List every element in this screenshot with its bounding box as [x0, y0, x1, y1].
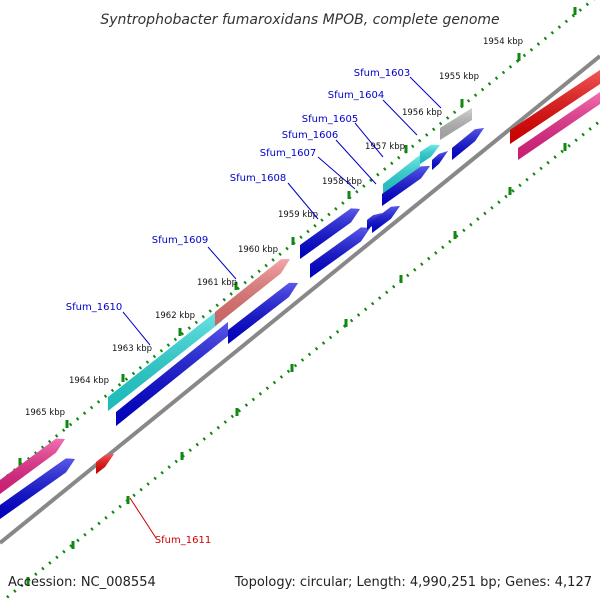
kbp-label: 1965 kbp	[25, 408, 65, 418]
gene-feature-shade	[0, 438, 65, 494]
gene-feature-shade	[372, 206, 400, 233]
kbp-label: 1961 kbp	[197, 278, 237, 288]
label-links	[122, 76, 442, 539]
gene-feature-shade	[383, 155, 420, 196]
gene-label[interactable]: Sfum_1605	[302, 114, 358, 125]
gene-feature-shade	[96, 454, 114, 474]
gene-feature-shade	[215, 259, 290, 326]
label-link-line	[354, 122, 384, 158]
label-link-line	[382, 99, 418, 136]
gene-feature-shade	[382, 166, 430, 206]
gene-feature-shade	[420, 144, 440, 164]
genes	[0, 70, 600, 519]
gene-feature-shade	[116, 322, 228, 426]
gene-label[interactable]: Sfum_1607	[260, 148, 316, 159]
outer-ruler-dots	[0, 0, 596, 484]
gene-feature-shade	[518, 92, 600, 160]
kbp-label: 1962 kbp	[155, 311, 195, 321]
gene-label[interactable]: Sfum_1609	[152, 235, 208, 246]
accession-text: Accession: NC_008554	[8, 575, 156, 590]
gene-feature-shade	[510, 70, 600, 144]
gene-label[interactable]: Sfum_1608	[230, 173, 286, 184]
gene-feature-shade	[228, 282, 298, 344]
kbp-label: 1959 kbp	[278, 210, 318, 220]
gene-label[interactable]: Sfum_1611	[155, 535, 211, 546]
label-link-line	[207, 246, 237, 280]
gene-label[interactable]: Sfum_1603	[354, 68, 410, 79]
kbp-label: 1960 kbp	[238, 245, 278, 255]
kbp-labels: 1954 kbp 1955 kbp 1956 kbp 1957 kbp 1958 kbp…	[25, 37, 523, 418]
label-link-line	[317, 156, 356, 190]
gene-feature-shade	[432, 151, 448, 170]
genome-summary-text: Topology: circular; Length: 4,990,251 bp…	[234, 575, 592, 590]
kbp-label: 1954 kbp	[483, 37, 523, 47]
tick-marks	[18, 7, 577, 585]
gene-label[interactable]: Sfum_1606	[282, 130, 338, 141]
label-link-line	[122, 311, 151, 346]
map-title: Syntrophobacter fumaroxidans MPOB, compl…	[100, 12, 499, 28]
label-link-line	[409, 76, 442, 109]
gene-feature-shade	[440, 108, 472, 140]
gene-label[interactable]: Sfum_1604	[328, 90, 384, 101]
label-link-line	[335, 139, 377, 185]
label-link-line	[287, 182, 319, 220]
label-link-line	[129, 497, 157, 539]
gene-feature-shade	[300, 208, 360, 259]
gene-feature-shade	[452, 128, 484, 160]
kbp-label: 1963 kbp	[112, 344, 152, 354]
kbp-label: 1956 kbp	[402, 108, 442, 118]
gene-feature-shade	[310, 227, 370, 278]
gene-labels: Sfum_1603 Sfum_1604 Sfum_1605 Sfum_1606 Sfum…	[66, 68, 410, 546]
kbp-label: 1964 kbp	[69, 376, 109, 386]
kbp-label: 1958 kbp	[322, 177, 362, 187]
kbp-label: 1957 kbp	[365, 142, 405, 152]
gene-label[interactable]: Sfum_1610	[66, 302, 122, 313]
gene-feature-shade	[0, 458, 75, 519]
kbp-label: 1955 kbp	[439, 72, 479, 82]
gene-feature-shade	[108, 307, 222, 411]
